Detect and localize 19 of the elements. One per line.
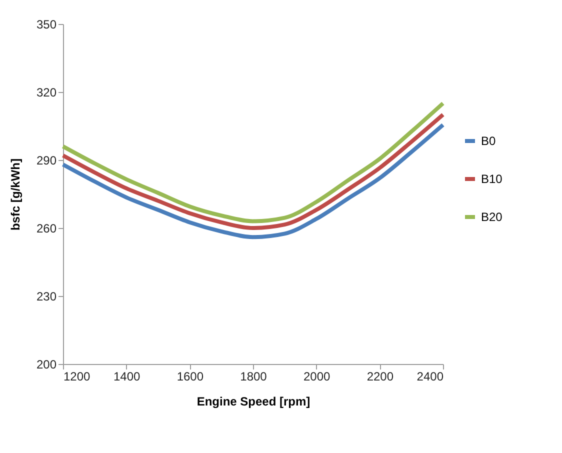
y-tick-label: 230: [36, 290, 57, 304]
y-tick-label: 320: [36, 86, 57, 100]
y-tick-label: 290: [36, 154, 57, 168]
legend-label: B10: [481, 172, 503, 186]
x-axis-title: Engine Speed [rpm]: [196, 394, 310, 408]
line-series: [61, 122, 445, 240]
legend-label: B20: [481, 210, 503, 224]
y-tick-label: 260: [36, 222, 57, 236]
x-tick-label: 2200: [366, 370, 394, 384]
x-tick-label: 1800: [240, 370, 268, 384]
y-tick-label: 350: [36, 18, 57, 32]
x-tick-label: 1200: [64, 370, 91, 384]
x-tick-label: 2000: [303, 370, 331, 384]
x-tick-label: 1600: [176, 370, 204, 384]
legend-label: B0: [481, 134, 496, 148]
y-axis-title: bsfc [g/kWh]: [8, 158, 22, 230]
x-tick-label: 2400: [416, 370, 444, 384]
x-tick-label: 1400: [113, 370, 141, 384]
y-tick-label: 200: [36, 358, 57, 372]
